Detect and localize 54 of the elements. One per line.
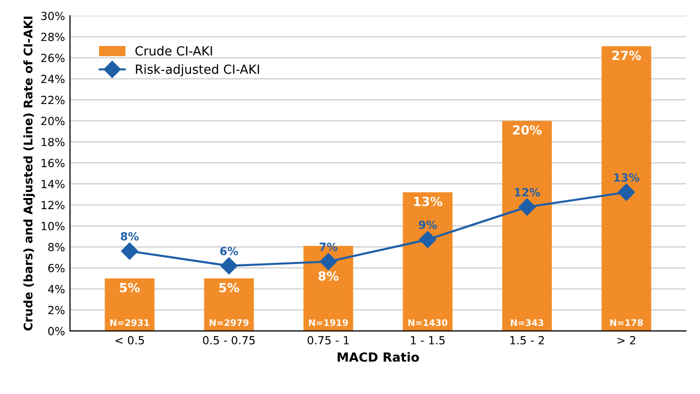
point: [220, 257, 238, 274]
legend-label: Crude CI-AKI: [135, 46, 212, 56]
data-label: 20%: [513, 125, 542, 135]
data-label: 13%: [414, 196, 442, 206]
x-tick-label: 1 - 1.5: [410, 336, 445, 344]
data-label: 5%: [219, 282, 240, 292]
y-tick-label: 30%: [41, 12, 65, 20]
y-axis-title: Crude (bars) and Adjusted (Line) Rate of CI-AKI: [23, 16, 35, 331]
y-tick-label: 10%: [42, 222, 65, 230]
y-tick-label: 20%: [41, 116, 65, 126]
data-label: 5%: [120, 282, 140, 292]
data-label: 6%: [220, 246, 238, 256]
annotation: N=1919: [309, 319, 348, 326]
bar: [104, 278, 154, 331]
annotation: N=2979: [210, 319, 249, 326]
x-tick-label: 0.5 - 0.75: [202, 336, 255, 344]
point: [419, 231, 436, 248]
data-label: 12%: [514, 188, 540, 196]
y-tick-label: 16%: [42, 158, 65, 168]
point: [320, 253, 337, 270]
y-tick-label: 24%: [41, 74, 65, 84]
legend-label: Risk-adjusted CI-AKI: [136, 64, 259, 76]
data-label: 27%: [612, 50, 641, 60]
data-label: 8%: [318, 271, 339, 281]
x-tick-label: < 0.5: [116, 336, 144, 344]
x-tick-label: 0.75 - 1: [308, 336, 349, 344]
x-axis-title: MACD Ratio: [338, 352, 419, 362]
annotation: N=343: [510, 319, 544, 326]
y-tick-label: 8%: [48, 242, 65, 252]
annotation: N=178: [610, 319, 643, 326]
bar: [602, 46, 652, 331]
y-tick-label: 0%: [48, 326, 65, 336]
point: [618, 184, 635, 201]
data-label: 8%: [120, 232, 139, 241]
annotation: N=1430: [408, 319, 448, 326]
y-tick-label: 18%: [42, 138, 65, 146]
bar: [502, 120, 552, 331]
annotation: N=2931: [110, 319, 150, 326]
y-tick-label: 28%: [41, 32, 65, 42]
y-tick-label: 22%: [41, 96, 65, 104]
bar: [402, 192, 453, 331]
y-tick-label: 12%: [42, 200, 65, 210]
point: [518, 198, 536, 216]
y-tick-label: 4%: [48, 284, 65, 294]
data-label: 9%: [418, 220, 437, 229]
point: [121, 242, 138, 260]
bar: [204, 278, 254, 331]
y-tick-label: 2%: [48, 306, 65, 314]
x-tick-label: > 2: [618, 336, 636, 344]
y-tick-label: 26%: [41, 54, 65, 62]
y-tick-label: 6%: [48, 264, 65, 272]
data-label: 13%: [614, 173, 640, 182]
y-tick-label: 14%: [42, 180, 65, 188]
x-tick-label: 1.5 - 2: [510, 336, 544, 344]
